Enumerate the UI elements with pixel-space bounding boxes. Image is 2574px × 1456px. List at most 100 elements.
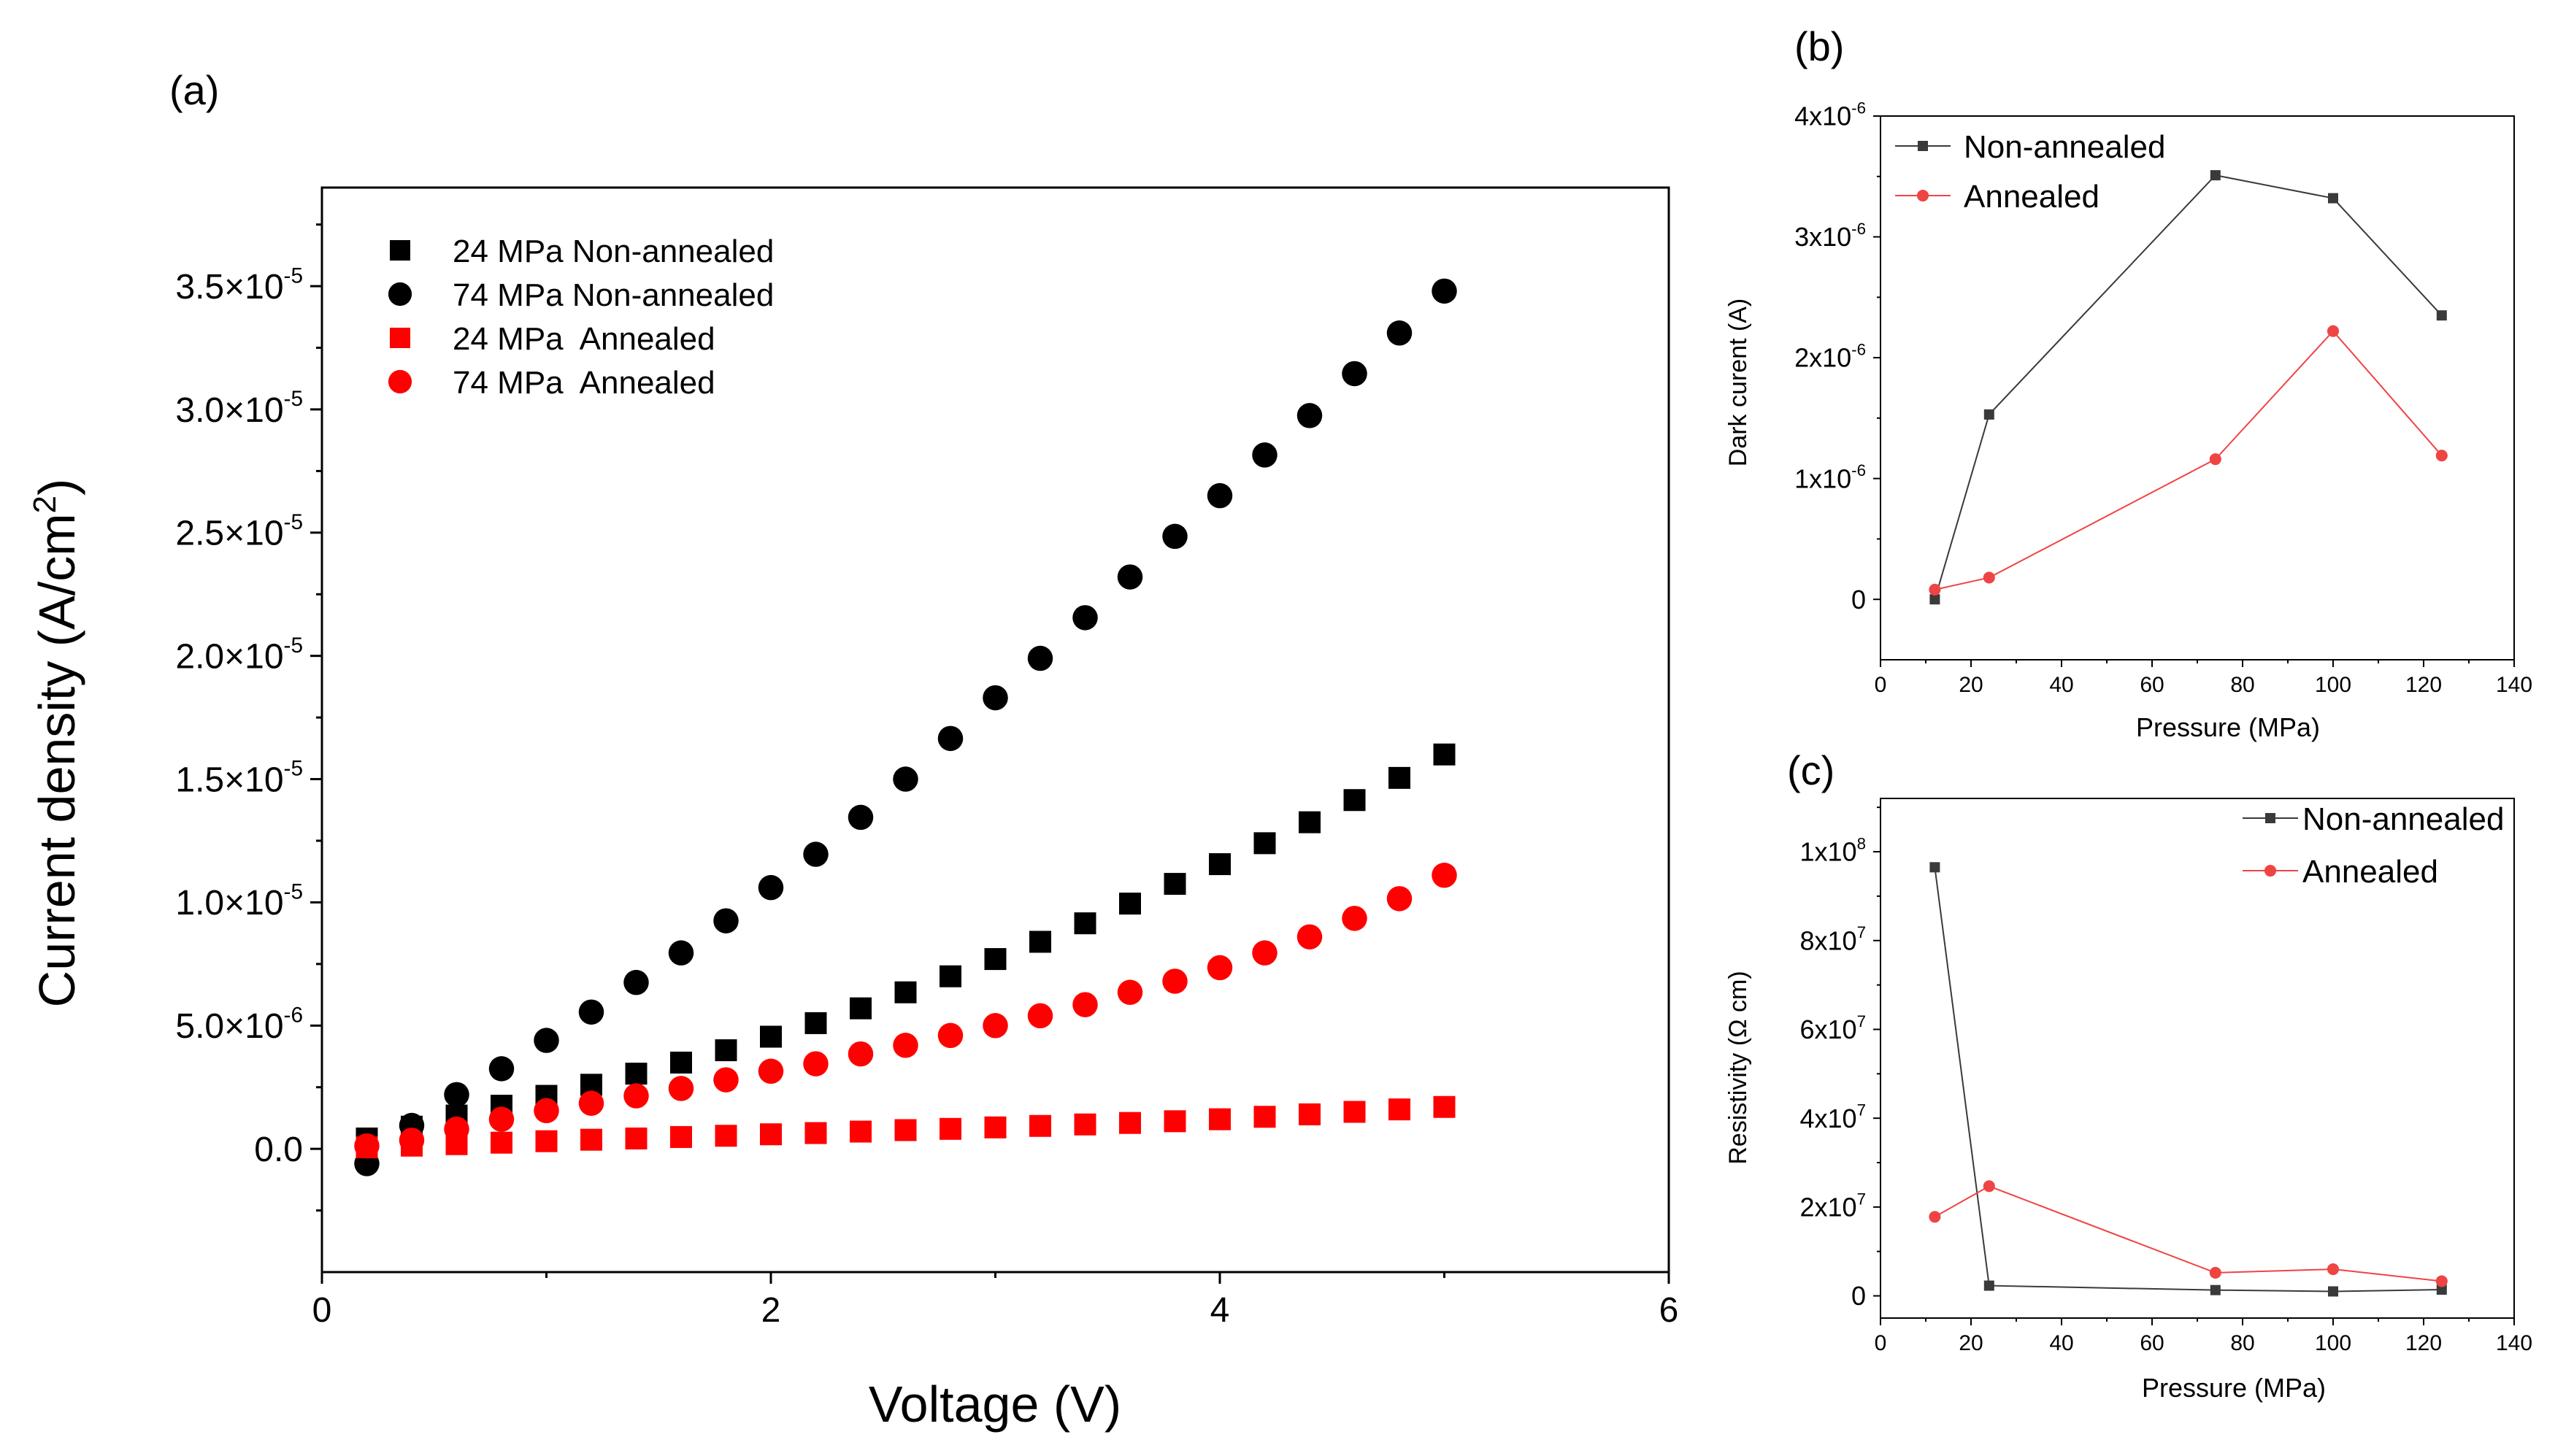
- panel-a-data-point: [1072, 992, 1098, 1017]
- panel-a-data-point: [1252, 442, 1278, 468]
- panel-c-legend-label: Non-annealed: [2302, 801, 2504, 837]
- panel-a-data-point: [804, 1122, 827, 1144]
- panel-b-data-point: [1929, 583, 1941, 596]
- panel-c-y-tick-mantissa: 6x10: [1800, 1014, 1857, 1044]
- panel-a-y-tick-mantissa: 3.0×10: [175, 391, 283, 430]
- panel-a-data-point: [491, 1131, 512, 1154]
- panel-a-data-point: [848, 804, 874, 831]
- panel-b-data-point: [2328, 193, 2338, 204]
- panel-b-y-tick-label: 0: [1851, 585, 1866, 615]
- panel-a-data-point: [625, 1127, 648, 1149]
- panel-a-legend-marker: [388, 369, 412, 394]
- panel-a-y-tick-exponent: -6: [284, 1003, 303, 1027]
- panel-c-y-tick-label: 1x108: [1800, 834, 1867, 866]
- panel-a-data-point: [1072, 605, 1098, 631]
- panel-c-x-tick-label: 120: [2405, 1331, 2442, 1355]
- panel-c-y-tick-exponent: 7: [1857, 1190, 1866, 1208]
- panel-b-legend-marker: [1918, 141, 1928, 151]
- panel-a-y-tick-label: 1.5×10-5: [175, 757, 303, 800]
- panel-a-data-point: [1253, 1106, 1276, 1128]
- panel-a-x-tick-label: 4: [1210, 1291, 1230, 1330]
- panel-b-x-tick-label: 60: [2140, 673, 2164, 697]
- panel-a-series-1: [354, 278, 1457, 1176]
- panel-a-series-2: [356, 1095, 1456, 1159]
- panel-c-x-tick-label: 100: [2315, 1331, 2351, 1355]
- panel-a-data-point: [1209, 853, 1231, 876]
- panel-b-x-tick-label: 140: [2496, 673, 2532, 697]
- panel-c-x-tick-label: 0: [1875, 1331, 1887, 1355]
- panel-a-data-point: [940, 965, 961, 987]
- panel-a-data-point: [1432, 278, 1457, 304]
- panel-c-data-point: [1929, 862, 1940, 873]
- panel-a-data-point: [803, 841, 829, 867]
- panel-a-data-point: [850, 1120, 872, 1143]
- panel-a-y-tick-label: 0.0: [254, 1130, 303, 1169]
- panel-a-data-point: [1252, 940, 1278, 966]
- panel-a-data-point: [1164, 1110, 1186, 1133]
- panel-c-y-tick-exponent: 7: [1857, 923, 1866, 941]
- panel-c-y-tick-exponent: 8: [1857, 834, 1866, 852]
- panel-c-data-point: [2435, 1275, 2448, 1287]
- panel-c-y-tick-label: 2x107: [1800, 1190, 1867, 1222]
- panel-a-data-point: [444, 1082, 469, 1108]
- panel-a-y-tick-exponent: -5: [284, 880, 303, 904]
- panel-a-data-point: [760, 1025, 782, 1048]
- panel-c-y-tick-mantissa: 4x10: [1800, 1103, 1857, 1133]
- panel-a-y-tick-mantissa: 3.5×10: [175, 268, 283, 307]
- panel-a-y-tick-label: 3.0×10-5: [175, 387, 303, 430]
- panel-c-data-point: [2327, 1263, 2340, 1276]
- panel-b-y-tick-exponent: -6: [1851, 99, 1866, 117]
- panel-b-y-tick-mantissa: 4x10: [1794, 101, 1851, 131]
- panel-b-data-point: [2209, 453, 2221, 466]
- panel-c-x-tick-label: 140: [2496, 1331, 2532, 1355]
- panel-a-y-tick-label: 3.5×10-5: [175, 263, 303, 307]
- panel-a-data-point: [1343, 789, 1366, 812]
- panel-a-data-point: [937, 725, 964, 752]
- panel-a-data-point: [1433, 743, 1456, 766]
- panel-b-y-tick-mantissa: 2x10: [1794, 343, 1851, 373]
- panel-a-data-point: [984, 1116, 1007, 1139]
- panel-a-y-tick-label: 2.0×10-5: [175, 633, 303, 677]
- panel-a-data-point: [534, 1028, 559, 1053]
- panel-b-data-point: [1983, 409, 1994, 420]
- panel-a-data-point: [894, 1119, 917, 1141]
- panel-a-x-axis-title: Voltage (V): [869, 1376, 1121, 1433]
- panel-a-y-tick-exponent: -5: [284, 633, 303, 658]
- panel-a-x-tick-label: 0: [312, 1291, 332, 1330]
- panel-a-data-point: [1299, 811, 1321, 833]
- panel-a-data-point: [1388, 766, 1410, 789]
- panel-a-data-point: [670, 1125, 692, 1148]
- panel-b-series-line: [1934, 174, 2443, 600]
- panel-b-series-line: [1935, 330, 2443, 590]
- panel-a-data-point: [668, 940, 694, 966]
- panel-a-y-tick-label: 2.5×10-5: [175, 510, 303, 553]
- panel-c-y-tick-mantissa: 8x10: [1800, 925, 1857, 955]
- panel-c-data-point: [1983, 1180, 1995, 1193]
- panel-a-data-point: [1074, 1113, 1096, 1136]
- panel-a-legend-marker: [388, 282, 412, 307]
- panel-c-x-tick-label: 20: [1959, 1331, 1983, 1355]
- panel-c-data-point: [1929, 1211, 1941, 1223]
- panel-a-data-point: [715, 1125, 737, 1147]
- panel-a-data-point: [1027, 1003, 1053, 1029]
- panel-b-x-tick-label: 120: [2405, 673, 2442, 697]
- panel-c-y-tick-mantissa: 2x10: [1800, 1192, 1857, 1222]
- panel-a-data-point: [1299, 1103, 1321, 1125]
- panel-b-legend-label: Non-annealed: [1964, 129, 2165, 165]
- panel-a-data-point: [1388, 1098, 1410, 1121]
- panel-a-x-tick-label: 6: [1659, 1291, 1679, 1330]
- panel-a-data-point: [580, 1128, 602, 1151]
- panel-a-y-tick-exponent: -5: [284, 387, 303, 411]
- panel-a-data-point: [1119, 1112, 1141, 1134]
- panel-a-data-point: [625, 1063, 648, 1085]
- panel-a-data-point: [354, 1133, 380, 1159]
- panel-b-y-tick-mantissa: 3x10: [1794, 222, 1851, 252]
- panel-a-data-point: [488, 1056, 515, 1082]
- panel-c-data-point: [2210, 1284, 2221, 1295]
- panel-b-data-point: [2435, 450, 2448, 462]
- panel-a-y-axis-title-sup: 2: [27, 496, 63, 513]
- panel-a-data-point: [850, 997, 872, 1020]
- panel-a-data-point: [893, 766, 918, 792]
- panel-b-series-0: [1929, 170, 2447, 605]
- panel-c-data-point: [2436, 1284, 2447, 1295]
